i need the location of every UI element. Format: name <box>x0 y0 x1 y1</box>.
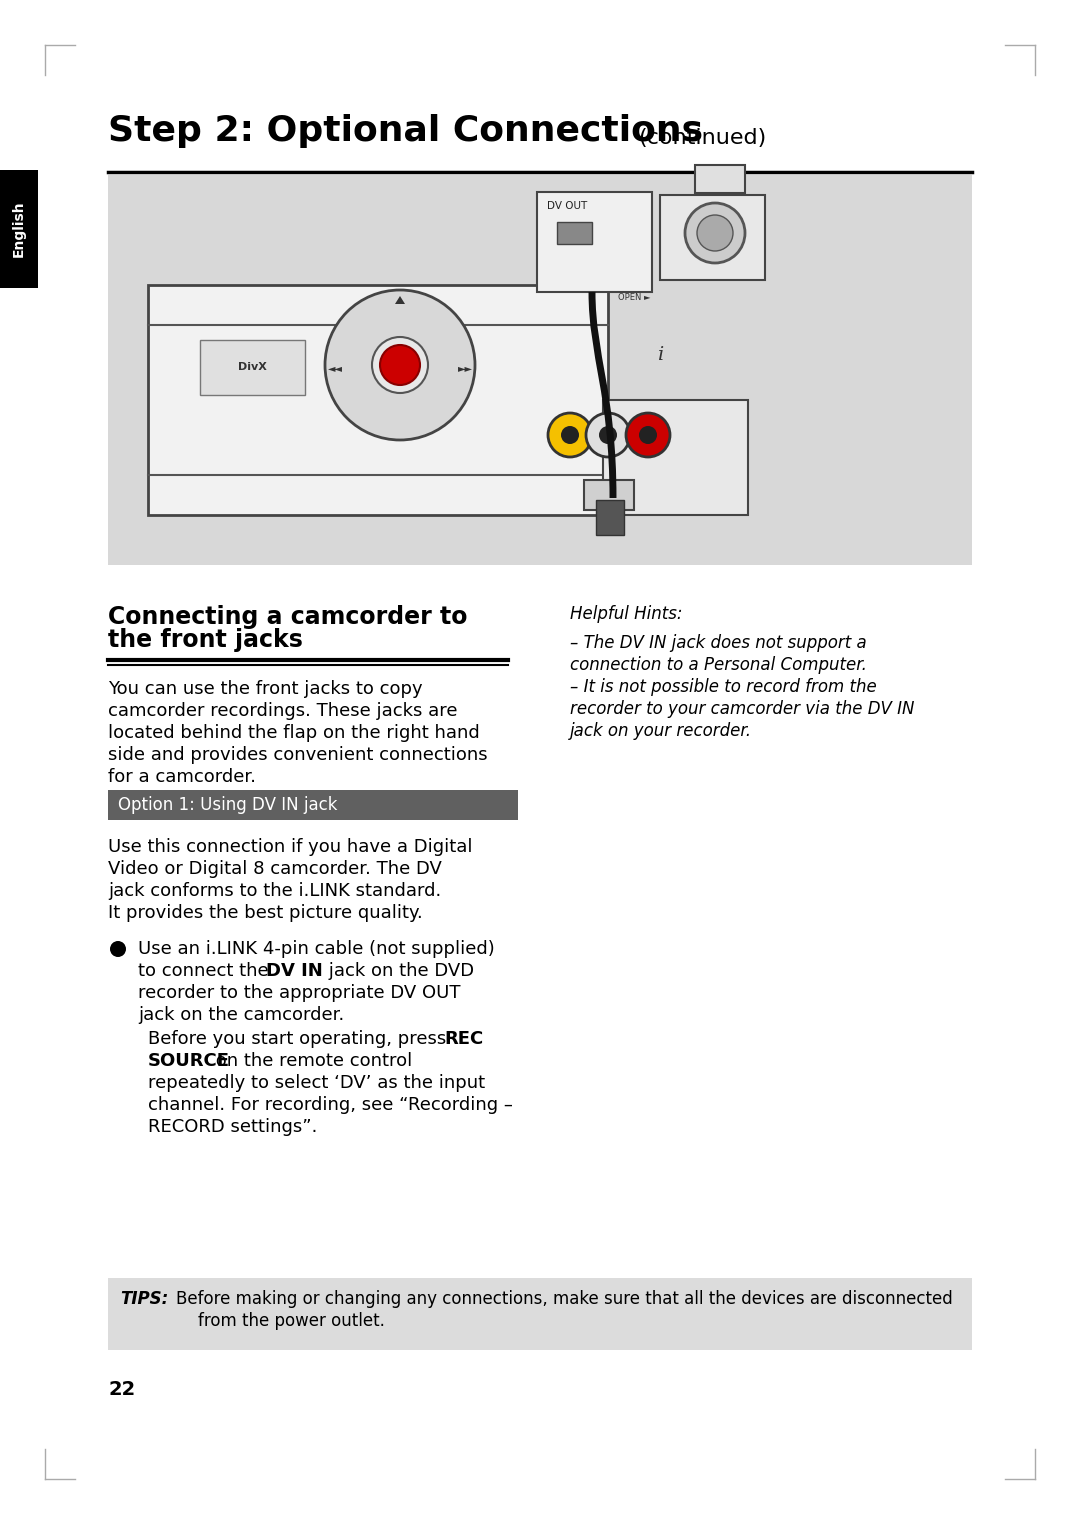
Text: located behind the flap on the right hand: located behind the flap on the right han… <box>108 724 480 742</box>
Text: recorder to the appropriate DV OUT: recorder to the appropriate DV OUT <box>138 985 460 1001</box>
Bar <box>200 340 305 395</box>
Circle shape <box>380 344 420 386</box>
Text: You can use the front jacks to copy: You can use the front jacks to copy <box>108 680 422 698</box>
Text: i: i <box>657 346 663 364</box>
Text: Video or Digital 8 camcorder. The DV: Video or Digital 8 camcorder. The DV <box>108 860 442 878</box>
Bar <box>596 500 624 535</box>
Text: Before you start operating, press: Before you start operating, press <box>148 1030 453 1049</box>
Text: TIPS:: TIPS: <box>120 1289 168 1308</box>
Circle shape <box>110 940 126 957</box>
Text: OPEN ►: OPEN ► <box>618 294 650 302</box>
Text: jack on the camcorder.: jack on the camcorder. <box>138 1006 345 1024</box>
Text: English: English <box>12 201 26 258</box>
Text: Helpful Hints:: Helpful Hints: <box>570 605 683 623</box>
Text: DV IN: DV IN <box>266 962 323 980</box>
Text: REC: REC <box>444 1030 483 1049</box>
Text: ►►: ►► <box>458 363 473 373</box>
Bar <box>108 789 518 820</box>
Bar <box>660 195 765 280</box>
Text: (continued): (continued) <box>638 128 766 148</box>
Text: to connect the: to connect the <box>138 962 274 980</box>
Circle shape <box>372 337 428 393</box>
Text: connection to a Personal Computer.: connection to a Personal Computer. <box>570 655 867 674</box>
Text: repeatedly to select ‘DV’ as the input: repeatedly to select ‘DV’ as the input <box>148 1074 485 1093</box>
Text: DivX: DivX <box>238 363 267 372</box>
Text: It provides the best picture quality.: It provides the best picture quality. <box>108 904 422 922</box>
Text: Connecting a camcorder to: Connecting a camcorder to <box>108 605 468 629</box>
Text: Option 1: Using DV IN jack: Option 1: Using DV IN jack <box>118 796 337 814</box>
Text: ◄◄: ◄◄ <box>327 363 342 373</box>
Text: Use this connection if you have a Digital: Use this connection if you have a Digita… <box>108 838 473 856</box>
Text: – It is not possible to record from the: – It is not possible to record from the <box>570 678 877 695</box>
Text: jack conforms to the i.LINK standard.: jack conforms to the i.LINK standard. <box>108 882 442 901</box>
Bar <box>557 223 592 244</box>
Circle shape <box>599 427 617 443</box>
Text: RECORD settings”.: RECORD settings”. <box>148 1119 318 1135</box>
Text: jack on the DVD: jack on the DVD <box>323 962 474 980</box>
Circle shape <box>639 427 657 443</box>
Bar <box>108 175 972 565</box>
Text: camcorder recordings. These jacks are: camcorder recordings. These jacks are <box>108 703 458 719</box>
Text: SOURCE: SOURCE <box>148 1052 230 1070</box>
Text: jack on your recorder.: jack on your recorder. <box>570 721 752 739</box>
Bar <box>584 480 634 511</box>
Text: side and provides convenient connections: side and provides convenient connections <box>108 747 488 764</box>
Text: from the power outlet.: from the power outlet. <box>198 1312 384 1330</box>
Text: for a camcorder.: for a camcorder. <box>108 768 256 786</box>
Text: channel. For recording, see “Recording –: channel. For recording, see “Recording – <box>148 1096 513 1114</box>
Text: DV OUT: DV OUT <box>546 201 588 210</box>
Circle shape <box>586 413 630 457</box>
Bar <box>603 399 748 515</box>
Circle shape <box>548 413 592 457</box>
Text: Before making or changing any connections, make sure that all the devices are di: Before making or changing any connection… <box>176 1289 953 1308</box>
Circle shape <box>697 215 733 251</box>
Circle shape <box>626 413 670 457</box>
Polygon shape <box>395 296 405 303</box>
Text: on the remote control: on the remote control <box>210 1052 413 1070</box>
Bar <box>108 1279 972 1350</box>
Bar <box>0 171 38 288</box>
Text: 22: 22 <box>108 1381 135 1399</box>
Bar <box>148 285 608 515</box>
Text: recorder to your camcorder via the DV IN: recorder to your camcorder via the DV IN <box>570 700 915 718</box>
Circle shape <box>685 203 745 264</box>
Bar <box>696 165 745 194</box>
Text: Step 2: Optional Connections: Step 2: Optional Connections <box>108 114 703 148</box>
Circle shape <box>561 427 579 443</box>
Bar <box>537 192 652 293</box>
Circle shape <box>325 290 475 440</box>
Text: Use an i.LINK 4-pin cable (not supplied): Use an i.LINK 4-pin cable (not supplied) <box>138 940 495 959</box>
Text: the front jacks: the front jacks <box>108 628 302 652</box>
Text: – The DV IN jack does not support a: – The DV IN jack does not support a <box>570 634 867 652</box>
